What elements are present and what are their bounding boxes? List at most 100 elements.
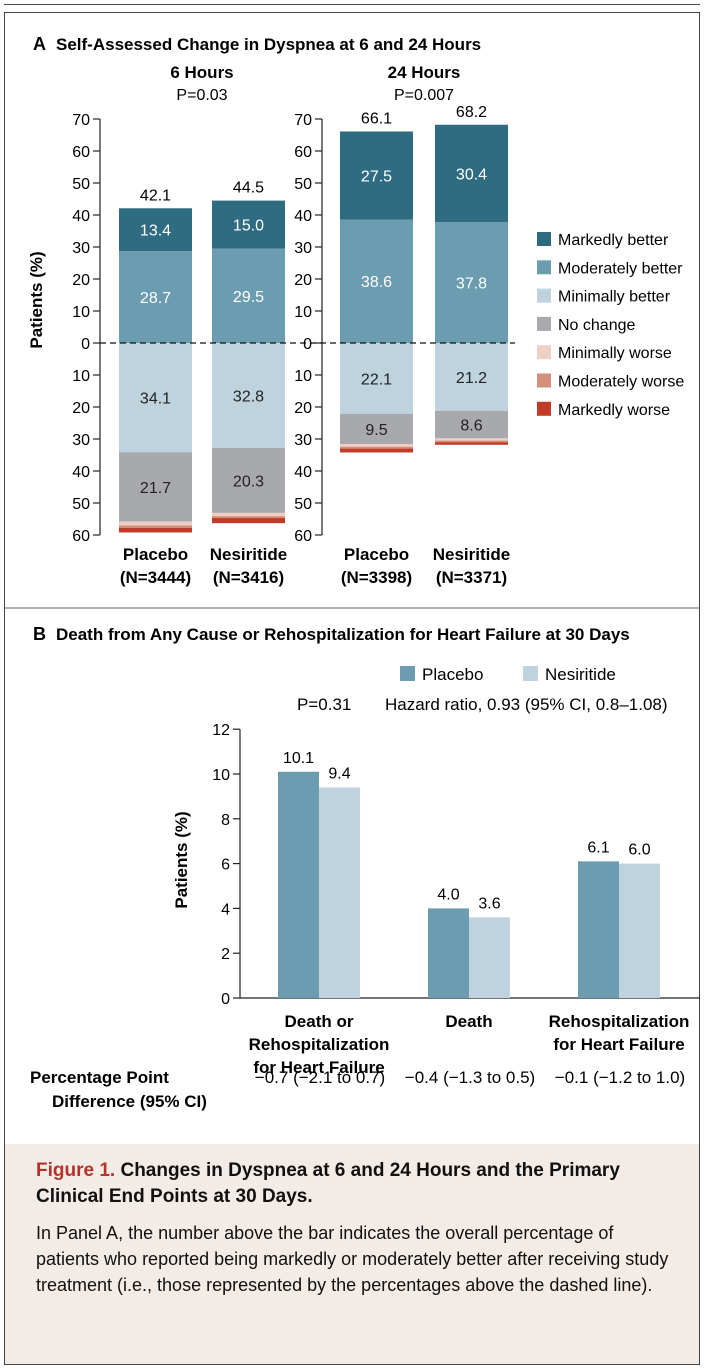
y-tick-label: 50: [294, 496, 312, 513]
bar-segment-markedly-worse: [212, 518, 285, 524]
bar-segment-markedly-better: [119, 208, 192, 252]
bar-segment-moderately-worse: [212, 516, 285, 519]
bar-segment-moderately-worse: [435, 440, 508, 443]
segment-value-label: 20.3: [233, 473, 264, 490]
difference-value: −0.1 (−1.2 to 1.0): [555, 1068, 685, 1087]
caption-body: In Panel A, the number above the bar ind…: [36, 1223, 669, 1295]
legend-swatch: [537, 316, 551, 331]
legend-label: Moderately better: [558, 260, 683, 277]
group-pvalue: P=0.007: [394, 87, 454, 104]
legend-swatch: [537, 288, 551, 303]
bar-value-label: 6.1: [587, 839, 609, 856]
segment-value-label: 28.7: [140, 290, 171, 307]
panel-b-title: Death from Any Cause or Rehospitalizatio…: [56, 625, 630, 644]
y-tick-label: 60: [294, 528, 312, 545]
panel-b-hazard-ratio: Hazard ratio, 0.93 (95% CI, 0.8–1.08): [385, 695, 668, 714]
segment-value-label: 27.5: [361, 168, 392, 185]
stacked-bar: 37.8 30.4 68.2 21.2 8.6: [435, 104, 508, 445]
bar-total-label: 66.1: [361, 110, 392, 127]
bar-segment-markedly-worse: [340, 448, 413, 453]
legend-swatch: [537, 232, 551, 246]
y-tick-label: 40: [294, 208, 312, 225]
bar-segment-markedly-worse: [119, 527, 192, 533]
bar-segment-markedly-worse: [435, 442, 508, 445]
segment-value-label: 13.4: [140, 223, 171, 240]
y-tick-label: 60: [72, 528, 90, 545]
y-tick-label: 10: [294, 368, 312, 385]
bar-value-label: 4.0: [437, 886, 459, 903]
y-tick-label: 12: [212, 722, 230, 739]
category-label: Rehospitalization: [249, 1035, 390, 1054]
y-tick-label: 8: [221, 812, 230, 829]
bar-value-label: 6.0: [628, 842, 650, 859]
bar-segment-moderately-worse: [119, 525, 192, 528]
bar-value-label: 3.6: [478, 895, 500, 912]
bar-segment-markedly-better: [435, 124, 508, 223]
segment-value-label: 21.7: [140, 480, 171, 497]
y-tick-label: 40: [72, 464, 90, 481]
y-tick-label: 70: [72, 112, 90, 129]
y-tick-label: 50: [72, 496, 90, 513]
bar-segment-minimally-better: [435, 343, 508, 411]
category-label: for Heart Failure: [553, 1035, 684, 1054]
bar-segment-moderately-better: [212, 248, 285, 343]
group-title: 6 Hours: [170, 63, 233, 82]
bar-segment-minimally-better: [340, 343, 413, 414]
y-tick-label: 6: [221, 857, 230, 874]
segment-value-label: 21.2: [456, 370, 487, 387]
y-tick-label: 0: [81, 336, 90, 353]
category-label: for Heart Failure: [253, 1058, 384, 1077]
panel-b-pvalue: P=0.31: [297, 695, 351, 714]
y-tick-label: 20: [72, 400, 90, 417]
bar-nesiritide: [619, 863, 660, 998]
segment-value-label: 38.6: [361, 274, 392, 291]
panel-a-letter: A: [33, 34, 46, 54]
y-tick-label: 0: [221, 991, 230, 1008]
category-label: Death or: [285, 1012, 354, 1031]
bar-nesiritide: [469, 917, 510, 998]
bar-total-label: 68.2: [456, 104, 487, 121]
figure-caption: Figure 1. Changes in Dyspnea at 6 and 24…: [5, 1144, 699, 1364]
y-tick-label: 30: [294, 432, 312, 449]
bar-segment-no-change: [435, 410, 508, 439]
bar-n-label: (N=3371): [436, 568, 507, 587]
caption-title: Figure 1. Changes in Dyspnea at 6 and 24…: [36, 1158, 671, 1210]
bar-n-label: (N=3444): [120, 568, 191, 587]
bar-segment-minimally-better: [212, 343, 285, 448]
legend-swatch: [537, 260, 551, 275]
bar-category-label: Placebo: [123, 545, 188, 564]
legend-label: Markedly worse: [558, 402, 670, 419]
y-tick-label: 2: [221, 946, 230, 963]
segment-value-label: 8.6: [460, 418, 482, 435]
bar-segment-minimally-better: [119, 343, 192, 453]
segment-value-label: 29.5: [233, 289, 264, 306]
y-tick-label: 60: [72, 144, 90, 161]
bar-segment-moderately-better: [435, 222, 508, 343]
y-tick-label: 10: [294, 304, 312, 321]
bar-segment-markedly-better: [212, 200, 285, 249]
y-tick-label: 20: [294, 272, 312, 289]
legend-label: Minimally worse: [558, 345, 672, 362]
segment-value-label: 22.1: [361, 371, 392, 388]
figure-frame: [4, 12, 700, 1365]
segment-value-label: 30.4: [456, 166, 487, 183]
y-tick-label: 30: [72, 432, 90, 449]
group-pvalue: P=0.03: [176, 87, 227, 104]
legend-label: No change: [558, 317, 635, 334]
legend-swatch: [537, 345, 551, 360]
bar-placebo: [428, 908, 469, 998]
bar-segment-no-change: [340, 413, 413, 445]
bar-segment-minimally-worse: [435, 438, 508, 441]
category-label: Rehospitalization: [549, 1012, 690, 1031]
y-axis-title: Patients (%): [27, 251, 46, 348]
y-tick-label: 70: [294, 112, 312, 129]
dyspnea-stacked-chart: 70 60 50 40 30 20 10 0 10 20 30 40 50 60 6 Hours P=0.03…: [27, 63, 684, 587]
y-tick-label: 10: [212, 767, 230, 784]
bar-category-label: Placebo: [344, 545, 409, 564]
group-title: 24 Hours: [388, 63, 461, 82]
diff-label-line1: Percentage Point: [30, 1068, 169, 1087]
bar-placebo: [278, 771, 319, 998]
bar-segment-no-change: [119, 452, 192, 522]
segment-value-label: 9.5: [365, 422, 387, 439]
